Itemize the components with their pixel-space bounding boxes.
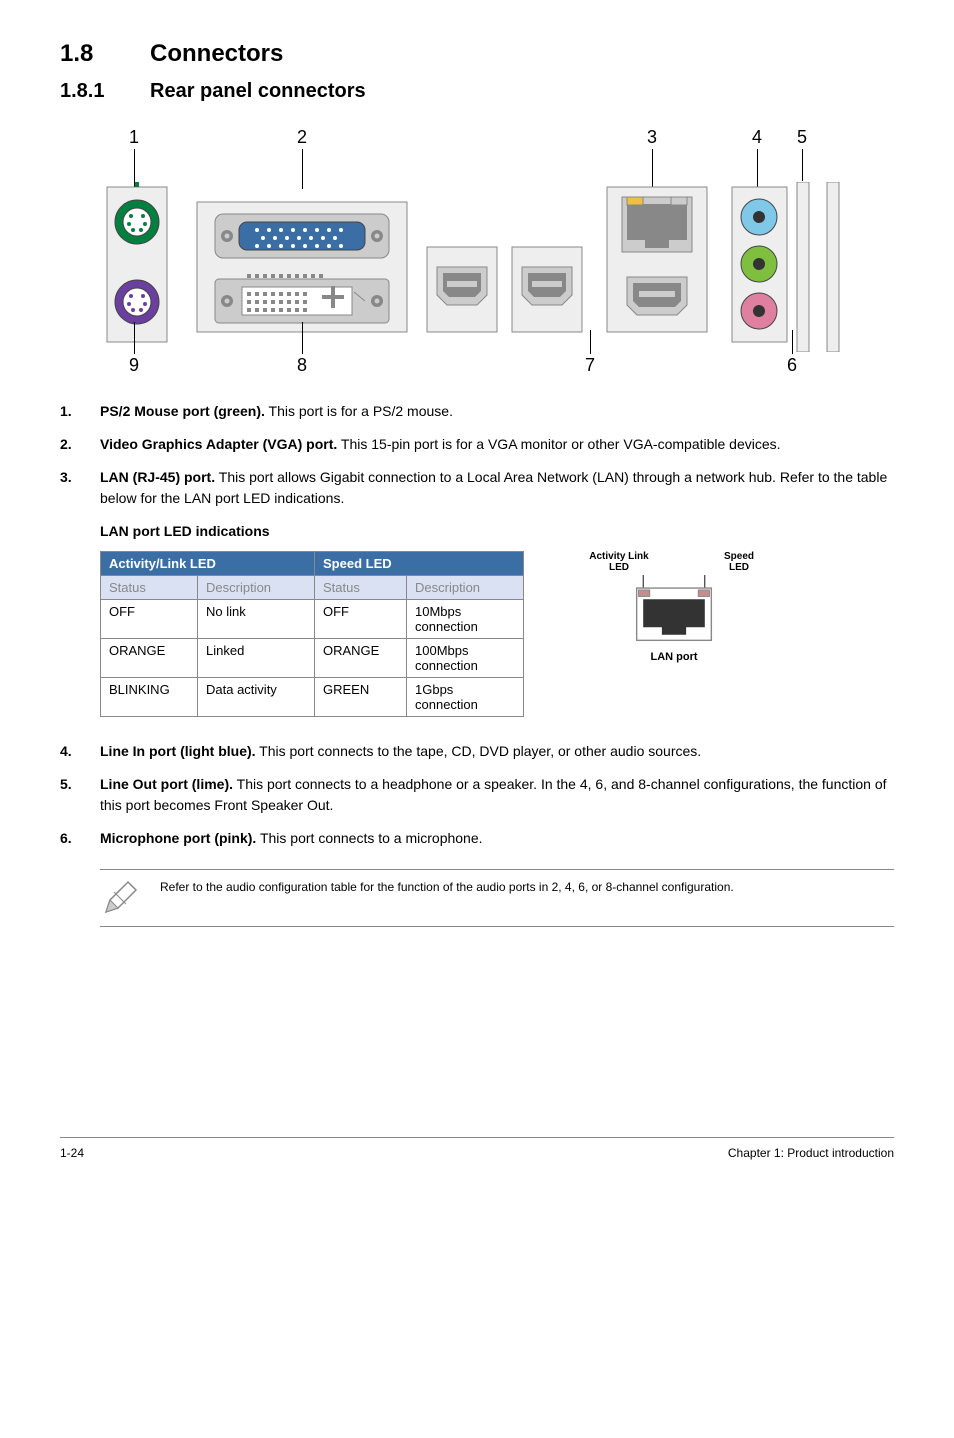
pencil-icon <box>100 878 140 918</box>
item-rest: This port is for a PS/2 mouse. <box>265 403 453 419</box>
item-text: PS/2 Mouse port (green). This port is fo… <box>100 401 453 422</box>
lan-caption: LAN port <box>584 651 764 663</box>
chapter-label: Chapter 1: Product introduction <box>728 1146 894 1160</box>
callout-line <box>802 149 803 181</box>
note-box: Refer to the audio configuration table f… <box>100 869 894 927</box>
callout-line <box>590 330 591 354</box>
callout-line <box>134 322 135 354</box>
item-number: 2. <box>60 434 100 455</box>
callout-line <box>792 330 793 354</box>
item-rest: This 15-pin port is for a VGA monitor or… <box>337 436 780 452</box>
table-row: OFFNo linkOFF10Mbps connection <box>101 600 524 639</box>
callout-9: 9 <box>129 355 139 376</box>
callout-3: 3 <box>647 127 657 148</box>
item-text: Video Graphics Adapter (VGA) port. This … <box>100 434 781 455</box>
table-cell: 1Gbps connection <box>407 678 524 717</box>
subsection-title: Rear panel connectors <box>150 80 366 102</box>
table-cell: GREEN <box>315 678 407 717</box>
item-bold: Video Graphics Adapter (VGA) port. <box>100 436 337 452</box>
item-number: 6. <box>60 828 100 849</box>
numbered-item: 3.LAN (RJ-45) port. This port allows Gig… <box>60 467 894 509</box>
table-cell: ORANGE <box>315 639 407 678</box>
table-col-status2: Status <box>315 576 407 600</box>
lan-label-right: Speed LED <box>714 551 764 573</box>
item-bold: Line In port (light blue). <box>100 743 256 759</box>
page-number: 1-24 <box>60 1146 84 1160</box>
callout-line <box>302 322 303 354</box>
item-bold: Line Out port (lime). <box>100 776 233 792</box>
section-title: Connectors <box>150 40 283 67</box>
note-text: Refer to the audio configuration table f… <box>160 878 734 896</box>
numbered-item: 6.Microphone port (pink). This port conn… <box>60 828 894 849</box>
lan-port-diagram: Activity Link LED Speed LED LAN port <box>584 551 764 663</box>
table-cell: BLINKING <box>101 678 198 717</box>
item-rest: This port connects to the tape, CD, DVD … <box>256 743 702 759</box>
numbered-item: 1.PS/2 Mouse port (green). This port is … <box>60 401 894 422</box>
table-row: BLINKINGData activityGREEN1Gbps connecti… <box>101 678 524 717</box>
table-header-speed: Speed LED <box>315 552 524 576</box>
callout-6: 6 <box>787 355 797 376</box>
numbered-item: 4.Line In port (light blue). This port c… <box>60 741 894 762</box>
item-number: 3. <box>60 467 100 509</box>
callout-8: 8 <box>297 355 307 376</box>
table-heading: LAN port LED indications <box>100 523 894 539</box>
table-col-desc2: Description <box>407 576 524 600</box>
table-header-activity: Activity/Link LED <box>101 552 315 576</box>
rear-panel-diagram: 1 2 3 4 5 <box>87 127 867 377</box>
item-bold: LAN (RJ-45) port. <box>100 469 215 485</box>
item-number: 1. <box>60 401 100 422</box>
table-cell: 10Mbps connection <box>407 600 524 639</box>
subsection-heading: 1.8.1Rear panel connectors <box>60 80 894 103</box>
callout-7: 7 <box>585 355 595 376</box>
item-rest: This port allows Gigabit connection to a… <box>100 469 887 506</box>
page-footer: 1-24 Chapter 1: Product introduction <box>60 1137 894 1160</box>
callout-2: 2 <box>297 127 307 148</box>
lan-label-left: Activity Link LED <box>584 551 654 573</box>
numbered-item: 5.Line Out port (lime). This port connec… <box>60 774 894 816</box>
numbered-item: 2.Video Graphics Adapter (VGA) port. Thi… <box>60 434 894 455</box>
subsection-number: 1.8.1 <box>60 80 150 103</box>
item-rest: This port connects to a microphone. <box>256 830 482 846</box>
table-cell: Linked <box>198 639 315 678</box>
item-bold: PS/2 Mouse port (green). <box>100 403 265 419</box>
item-number: 4. <box>60 741 100 762</box>
item-text: Line In port (light blue). This port con… <box>100 741 701 762</box>
table-cell: OFF <box>315 600 407 639</box>
callout-4: 4 <box>752 127 762 148</box>
section-number: 1.8 <box>60 40 150 68</box>
item-text: LAN (RJ-45) port. This port allows Gigab… <box>100 467 894 509</box>
table-cell: ORANGE <box>101 639 198 678</box>
table-cell: Data activity <box>198 678 315 717</box>
table-cell: 100Mbps connection <box>407 639 524 678</box>
callout-1: 1 <box>129 127 139 148</box>
item-bold: Microphone port (pink). <box>100 830 256 846</box>
led-table: Activity/Link LED Speed LED Status Descr… <box>100 551 524 717</box>
table-col-status: Status <box>101 576 198 600</box>
table-cell: No link <box>198 600 315 639</box>
table-col-desc: Description <box>198 576 315 600</box>
item-text: Microphone port (pink). This port connec… <box>100 828 483 849</box>
table-row: ORANGELinkedORANGE100Mbps connection <box>101 639 524 678</box>
section-heading: 1.8Connectors <box>60 40 894 68</box>
item-number: 5. <box>60 774 100 816</box>
table-cell: OFF <box>101 600 198 639</box>
item-text: Line Out port (lime). This port connects… <box>100 774 894 816</box>
callout-5: 5 <box>797 127 807 148</box>
